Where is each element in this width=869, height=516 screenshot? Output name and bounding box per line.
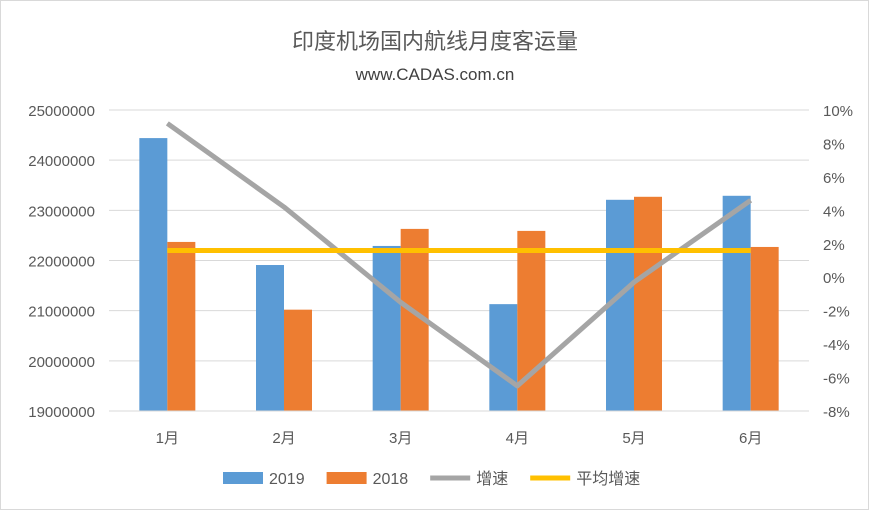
bar-2019 xyxy=(723,196,751,411)
line-增速 xyxy=(167,123,750,386)
legend-label: 增速 xyxy=(476,470,508,488)
bar-2018 xyxy=(284,310,312,411)
x-tick-label: 5月 xyxy=(622,430,645,447)
y2-tick-label: 6% xyxy=(823,170,845,187)
legend-label: 平均增速 xyxy=(576,470,640,488)
y2-tick-label: 4% xyxy=(823,203,845,220)
bar-2018 xyxy=(634,197,662,411)
y2-tick-label: 8% xyxy=(823,136,845,153)
x-tick-label: 6月 xyxy=(739,430,762,447)
bar-2019 xyxy=(256,265,284,411)
y2-tick-label: 2% xyxy=(823,237,845,254)
bar-2018 xyxy=(167,242,195,411)
legend-label: 2018 xyxy=(373,471,409,488)
x-tick-label: 1月 xyxy=(156,430,179,447)
y2-tick-label: 10% xyxy=(823,103,853,120)
bar-2019 xyxy=(489,304,517,411)
y2-tick-label: 0% xyxy=(823,270,845,287)
y-tick-label: 21000000 xyxy=(28,304,95,321)
legend-swatch-2019 xyxy=(223,472,263,484)
y2-tick-label: -6% xyxy=(823,371,850,388)
legend-label: 2019 xyxy=(269,471,305,488)
y-tick-label: 23000000 xyxy=(28,203,95,220)
x-tick-label: 3月 xyxy=(389,430,412,447)
bar-2019 xyxy=(139,138,167,411)
y-tick-label: 22000000 xyxy=(28,254,95,271)
x-tick-label: 2月 xyxy=(272,430,295,447)
bar-2019 xyxy=(373,246,401,411)
chart-subtitle: www.CADAS.com.cn xyxy=(355,65,515,84)
y-tick-label: 24000000 xyxy=(28,153,95,170)
y-tick-label: 25000000 xyxy=(28,103,95,120)
y2-tick-label: -2% xyxy=(823,304,850,321)
x-tick-label: 4月 xyxy=(506,430,529,447)
y2-tick-label: -4% xyxy=(823,337,850,354)
legend-swatch-2018 xyxy=(327,472,367,484)
chart-title: 印度机场国内航线月度客运量 xyxy=(292,29,578,54)
y2-tick-label: -8% xyxy=(823,404,850,421)
y-tick-label: 20000000 xyxy=(28,354,95,371)
bar-2018 xyxy=(751,247,779,411)
y-tick-label: 19000000 xyxy=(28,404,95,421)
